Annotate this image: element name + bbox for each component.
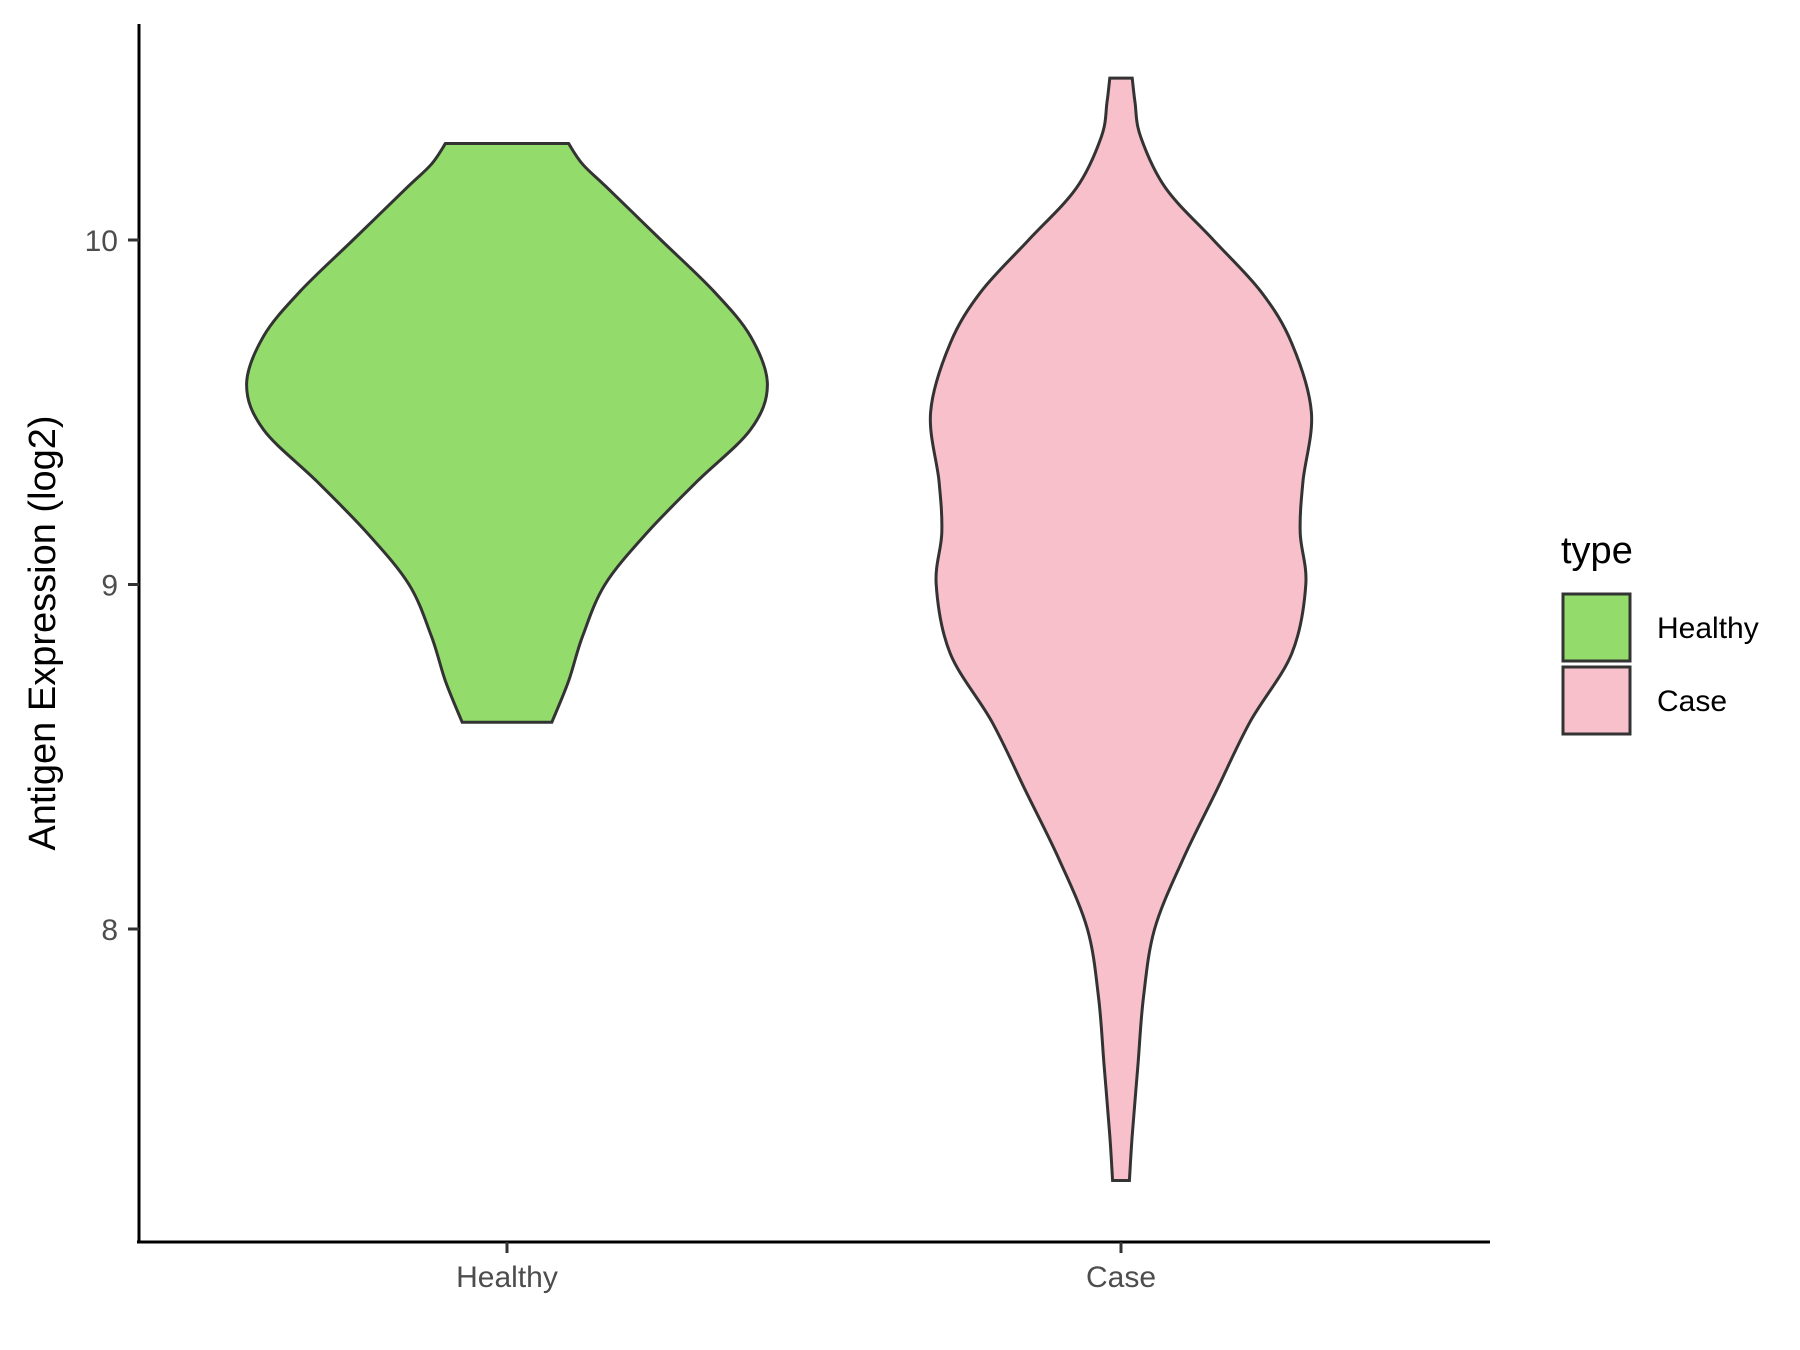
legend-swatch-case: [1561, 665, 1632, 736]
x-tick-label: Healthy: [456, 1261, 558, 1294]
y-tick-label: 8: [101, 914, 118, 947]
y-tick-label: 10: [85, 225, 118, 258]
violin-layer: [245, 76, 1314, 1182]
legend: type Healthy Case: [1561, 530, 1759, 736]
legend-title: type: [1561, 530, 1633, 572]
y-axis-title: Antigen Expression (log2): [22, 415, 64, 850]
legend-swatch-healthy: [1561, 592, 1632, 663]
legend-label-healthy: Healthy: [1657, 612, 1759, 645]
violin-case: [928, 76, 1314, 1182]
x-tick-label: Case: [1086, 1261, 1156, 1294]
y-tick-label: 9: [101, 570, 118, 603]
x-tick-layer: Healthy Case: [456, 1242, 1156, 1294]
violin-healthy: [245, 142, 769, 724]
legend-label-case: Case: [1657, 685, 1727, 718]
y-tick-layer: 8 9 10: [85, 225, 139, 947]
